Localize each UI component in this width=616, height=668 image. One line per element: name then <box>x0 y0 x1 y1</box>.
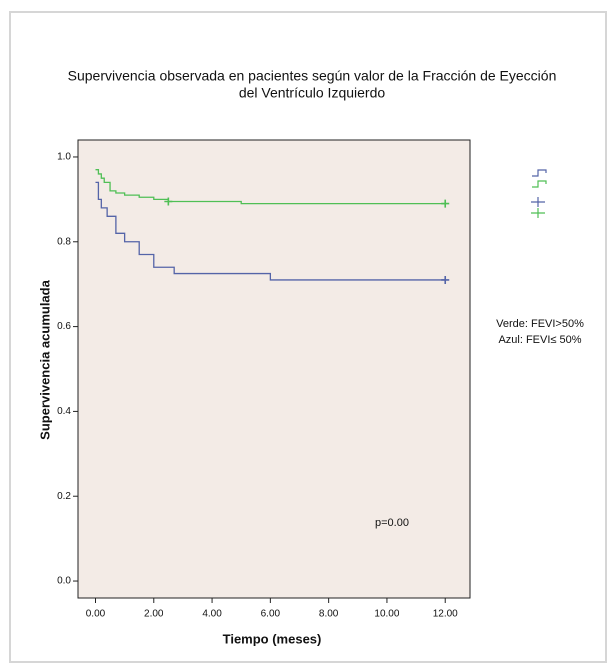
survival-curve <box>95 181 446 281</box>
legend-step-symbol <box>532 169 547 177</box>
censor-mark <box>441 199 450 208</box>
legend-step-symbol <box>532 180 547 188</box>
y-axis-title: Supervivencia acumulada <box>37 279 52 439</box>
y-tick-label: 0.8 <box>57 236 71 247</box>
x-tick-label: 12.00 <box>433 609 458 620</box>
y-tick-label: 0.4 <box>57 406 71 417</box>
chart-title: Supervivencia observada en pacientes seg… <box>68 68 557 84</box>
x-tick-label: 0.00 <box>86 609 106 620</box>
annotation: Verde: FEVI>50% <box>496 318 584 330</box>
x-tick-label: 2.00 <box>144 609 164 620</box>
y-tick-label: 0.0 <box>57 576 71 587</box>
annotation: Azul: FEVI≤ 50% <box>498 334 581 346</box>
x-tick-label: 10.00 <box>374 609 399 620</box>
x-tick-label: 6.00 <box>261 609 281 620</box>
y-tick-label: 1.0 <box>57 152 71 163</box>
y-tick-label: 0.2 <box>57 491 71 502</box>
legend-censor-symbol <box>531 208 545 218</box>
x-axis-title: Tiempo (meses) <box>223 631 322 646</box>
x-tick-label: 8.00 <box>319 609 339 620</box>
legend-censor-symbol <box>531 197 545 207</box>
censor-mark <box>441 275 450 284</box>
chart-title: del Ventrículo Izquierdo <box>239 85 386 101</box>
x-tick-label: 4.00 <box>202 609 222 620</box>
plot-area <box>77 139 471 599</box>
annotation: p=0.00 <box>375 517 409 529</box>
y-tick-label: 0.6 <box>57 321 71 332</box>
censor-mark <box>164 197 173 206</box>
